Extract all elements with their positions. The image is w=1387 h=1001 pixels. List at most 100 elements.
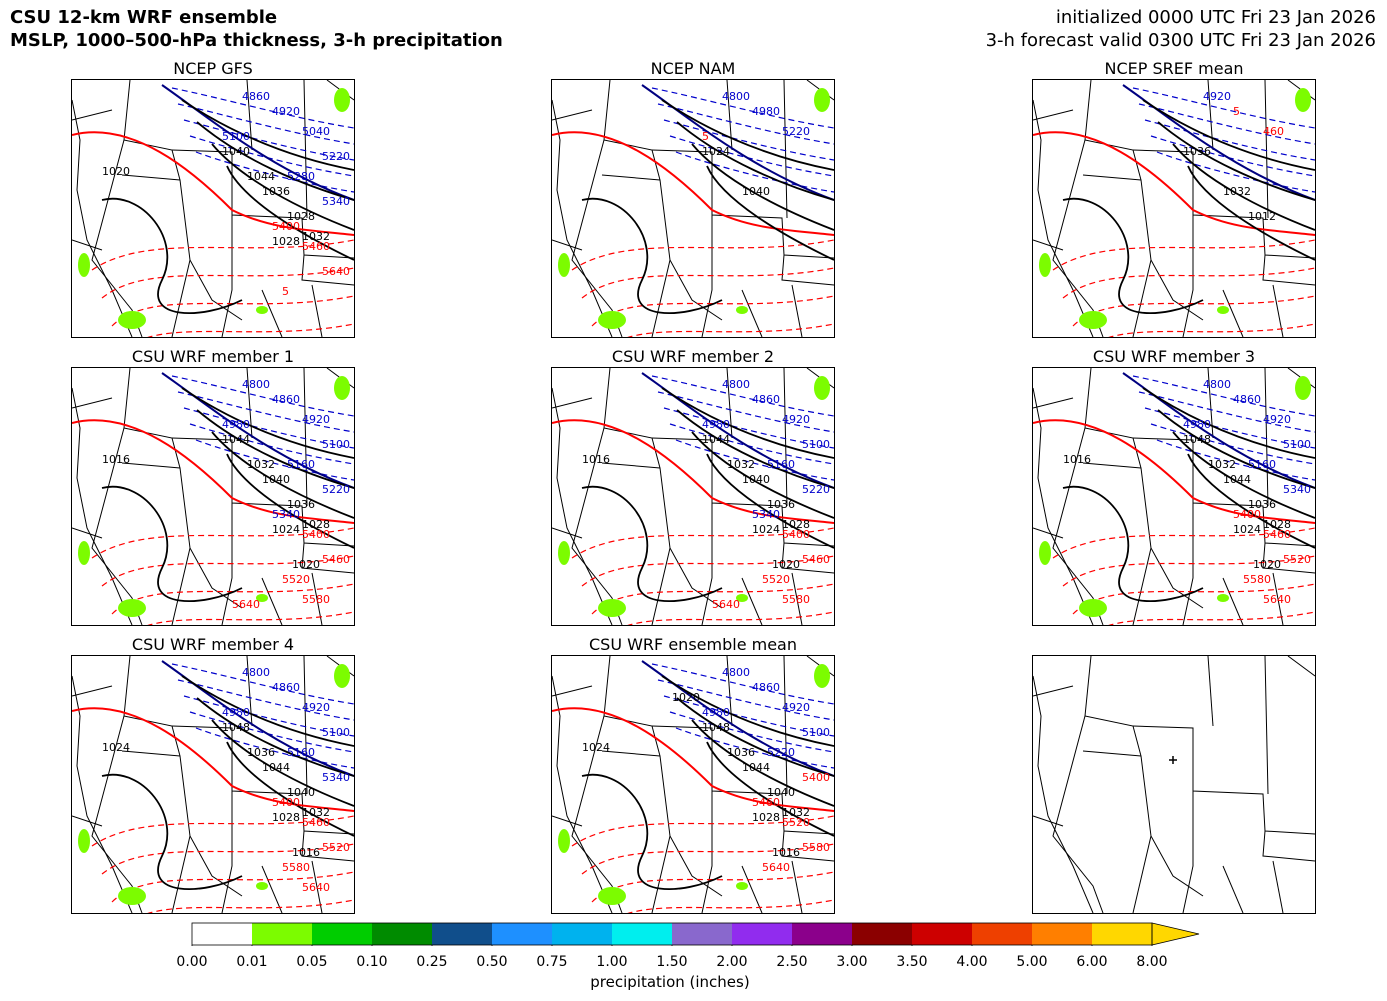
state-border bbox=[171, 725, 354, 835]
mslp-isobar bbox=[196, 697, 354, 777]
thickness-label: 5580 bbox=[782, 593, 810, 606]
thickness-contour-cold bbox=[1156, 151, 1315, 193]
thickness-contour-cold bbox=[1132, 375, 1315, 417]
thickness-contour-cold bbox=[189, 711, 354, 753]
state-border bbox=[1082, 750, 1142, 757]
thickness-label: 4920 bbox=[782, 701, 810, 714]
thickness-label: 5220 bbox=[322, 150, 350, 163]
state-border bbox=[1033, 815, 1064, 827]
thickness-label: 5460 bbox=[302, 240, 330, 253]
state-border bbox=[121, 750, 181, 757]
state-border bbox=[741, 865, 763, 913]
state-border bbox=[1052, 715, 1104, 913]
thickness-label: 5460 bbox=[302, 816, 330, 829]
colorbar-segment bbox=[792, 923, 852, 945]
thickness-5280-line bbox=[641, 84, 834, 201]
pressure-label: 1024 bbox=[102, 741, 130, 754]
pressure-label: 1024 bbox=[702, 145, 730, 158]
thickness-contour-warm bbox=[147, 899, 354, 913]
state-border bbox=[1084, 656, 1204, 897]
state-border bbox=[311, 572, 323, 625]
pressure-label: 1020 bbox=[772, 558, 800, 571]
state-border bbox=[601, 462, 661, 469]
state-border bbox=[552, 815, 583, 827]
mslp-isobar bbox=[581, 485, 723, 602]
state-border bbox=[1084, 368, 1204, 609]
thickness-contour-cold bbox=[171, 375, 354, 417]
state-border bbox=[171, 259, 191, 337]
panel-title: CSU WRF member 4 bbox=[131, 635, 295, 654]
state-border bbox=[741, 289, 763, 337]
pressure-label: 1036 bbox=[1183, 145, 1211, 158]
state-border bbox=[741, 577, 763, 625]
mslp-isobar bbox=[706, 741, 834, 837]
thickness-5400-line bbox=[72, 131, 354, 236]
thickness-5280-line bbox=[641, 372, 834, 489]
thickness-label: 4980 bbox=[752, 105, 780, 118]
state-border bbox=[783, 368, 788, 507]
init-time: initialized 0000 UTC Fri 23 Jan 2026 bbox=[1055, 7, 1376, 28]
state-border bbox=[1262, 254, 1315, 286]
precip-area bbox=[334, 664, 350, 688]
precip-area bbox=[1295, 376, 1311, 400]
pressure-label: 1044 bbox=[247, 170, 275, 183]
mslp-isobar bbox=[661, 675, 834, 747]
thickness-label: 4860 bbox=[272, 393, 300, 406]
thickness-label: 460 bbox=[1263, 125, 1284, 138]
thickness-label: 5100 bbox=[1283, 438, 1311, 451]
precip-area bbox=[256, 306, 268, 314]
colorbar-tick-label: 0.75 bbox=[536, 954, 568, 970]
contour-layer bbox=[552, 372, 834, 625]
precip-area bbox=[1039, 253, 1051, 277]
mslp-isobar bbox=[101, 773, 243, 890]
pressure-label: 1032 bbox=[727, 458, 755, 471]
mslp-isobar bbox=[1172, 431, 1315, 519]
colorbar-tick-label: 0.00 bbox=[176, 954, 208, 970]
colorbar-segment bbox=[912, 923, 972, 945]
state-border bbox=[1222, 289, 1244, 337]
thickness-5280-line bbox=[161, 372, 354, 489]
thickness-label: 5220 bbox=[802, 483, 830, 496]
state-border bbox=[701, 503, 713, 625]
thickness-label: 5100 bbox=[322, 438, 350, 451]
state-border bbox=[791, 572, 803, 625]
contour-layer bbox=[1033, 84, 1315, 337]
state-border bbox=[303, 656, 308, 795]
state-border bbox=[603, 80, 723, 321]
thickness-contour-cold bbox=[675, 439, 834, 481]
state-border bbox=[603, 368, 723, 609]
thickness-label: 4800 bbox=[722, 666, 750, 679]
thickness-5400-line bbox=[1033, 419, 1315, 524]
mslp-isobar bbox=[661, 99, 834, 171]
thickness-contour-warm bbox=[1062, 555, 1315, 587]
thickness-label: 5520 bbox=[762, 573, 790, 586]
mslp-isobar bbox=[211, 719, 354, 807]
thickness-contour-warm bbox=[627, 899, 834, 913]
colorbar-tick-label: 0.10 bbox=[356, 954, 388, 970]
precip-area bbox=[78, 829, 90, 853]
state-border bbox=[1132, 149, 1315, 259]
thickness-contour-warm bbox=[1108, 323, 1315, 337]
state-border bbox=[1287, 656, 1315, 677]
state-border bbox=[783, 656, 788, 795]
mslp-isobar bbox=[676, 409, 834, 489]
pressure-label: 1016 bbox=[772, 846, 800, 859]
thickness-label: 5340 bbox=[322, 195, 350, 208]
thickness-contour-cold bbox=[1138, 103, 1315, 145]
state-border bbox=[221, 791, 233, 913]
state-border bbox=[261, 865, 283, 913]
pressure-label: 1040 bbox=[222, 145, 250, 158]
precip-area bbox=[1039, 541, 1051, 565]
thickness-contour-warm bbox=[581, 843, 834, 875]
state-border bbox=[1264, 80, 1269, 219]
thickness-label: 4860 bbox=[272, 681, 300, 694]
colorbar-tick-label: 3.00 bbox=[836, 954, 868, 970]
thickness-label: 5520 bbox=[782, 816, 810, 829]
thickness-label: 5220 bbox=[322, 483, 350, 496]
thickness-label: 5640 bbox=[762, 861, 790, 874]
pressure-label: 1028 bbox=[272, 235, 300, 248]
thickness-label: 4860 bbox=[752, 681, 780, 694]
thickness-label: 4920 bbox=[782, 413, 810, 426]
